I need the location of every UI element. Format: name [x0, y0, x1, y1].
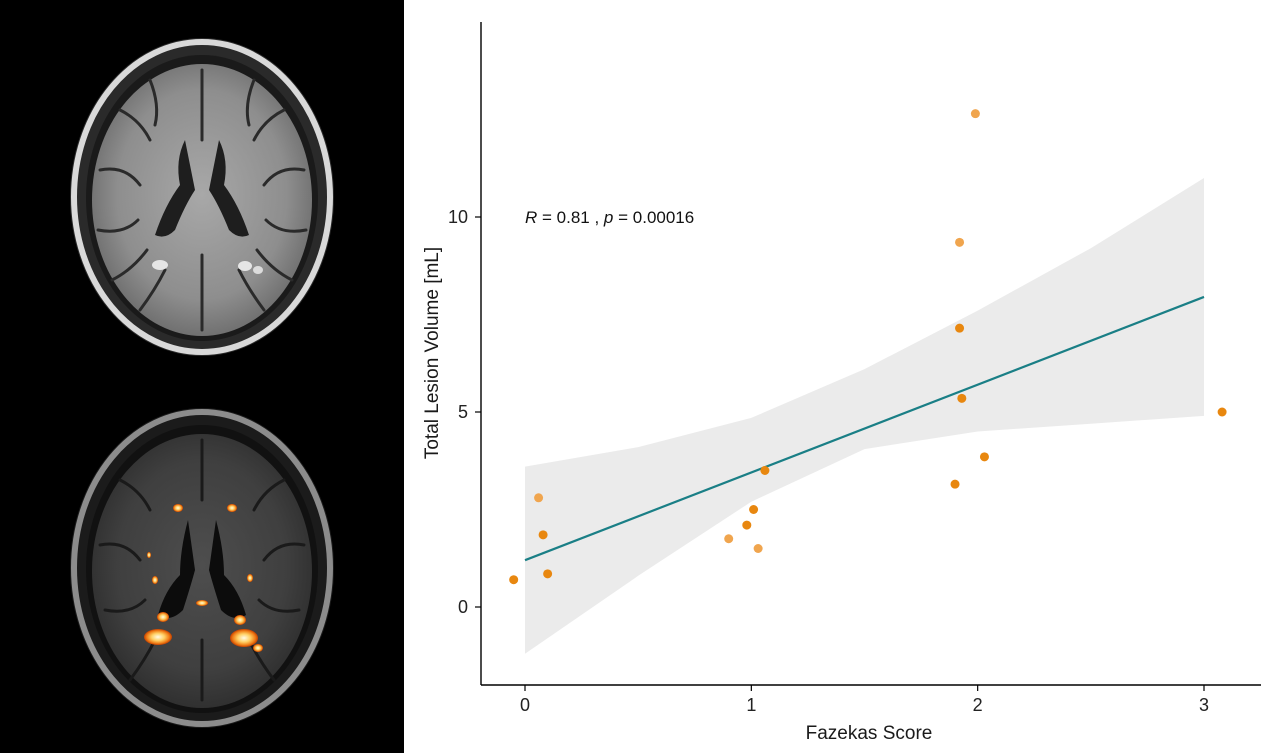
- y-tick-label: 10: [448, 207, 468, 227]
- data-point: [724, 534, 734, 544]
- p-label: p: [603, 208, 613, 227]
- mri-top-image: [70, 38, 334, 356]
- scatter-chart: 0 1 2 3 0 5 10 R = 0.81 , p = 0.00016 Fazekas …: [404, 0, 1269, 753]
- x-tick-label: 2: [973, 695, 983, 715]
- data-point: [760, 466, 770, 475]
- data-point: [543, 569, 553, 579]
- x-tick-label: 1: [746, 695, 756, 715]
- mri-images: [70, 38, 334, 728]
- x-axis-title: Fazekas Score: [806, 723, 933, 744]
- x-tick-label: 0: [520, 695, 530, 715]
- data-point: [955, 323, 965, 333]
- data-point: [950, 479, 960, 489]
- data-point: [979, 452, 989, 462]
- regression-line: [524, 295, 1205, 562]
- data-point: [970, 109, 980, 119]
- data-point: [753, 544, 763, 553]
- data-point: [538, 530, 548, 540]
- y-tick-label: 0: [458, 597, 468, 617]
- data-point: [1217, 407, 1227, 417]
- data-point: [955, 237, 965, 247]
- confidence-band: [525, 178, 1204, 654]
- chart-svg: 0 1 2 3 0 5 10 R = 0.81 , p = 0.00016 Fazekas …: [422, 22, 1261, 744]
- mri-bottom-image: [70, 408, 334, 728]
- r-label: R: [525, 208, 537, 227]
- p-value: = 0.00016: [613, 208, 694, 227]
- data-point: [534, 493, 544, 503]
- r-value: = 0.81 ,: [537, 208, 604, 227]
- data-point: [957, 393, 967, 403]
- y-tick-label: 5: [458, 402, 468, 422]
- lesion-overlay: [144, 504, 263, 652]
- data-point: [749, 505, 759, 514]
- x-tick-label: 3: [1199, 695, 1209, 715]
- data-point: [742, 520, 752, 530]
- y-axis-title: Total Lesion Volume [mL]: [422, 247, 443, 459]
- mri-panel: [0, 0, 404, 753]
- data-point: [509, 575, 519, 585]
- correlation-annotation: R = 0.81 , p = 0.00016: [525, 208, 694, 227]
